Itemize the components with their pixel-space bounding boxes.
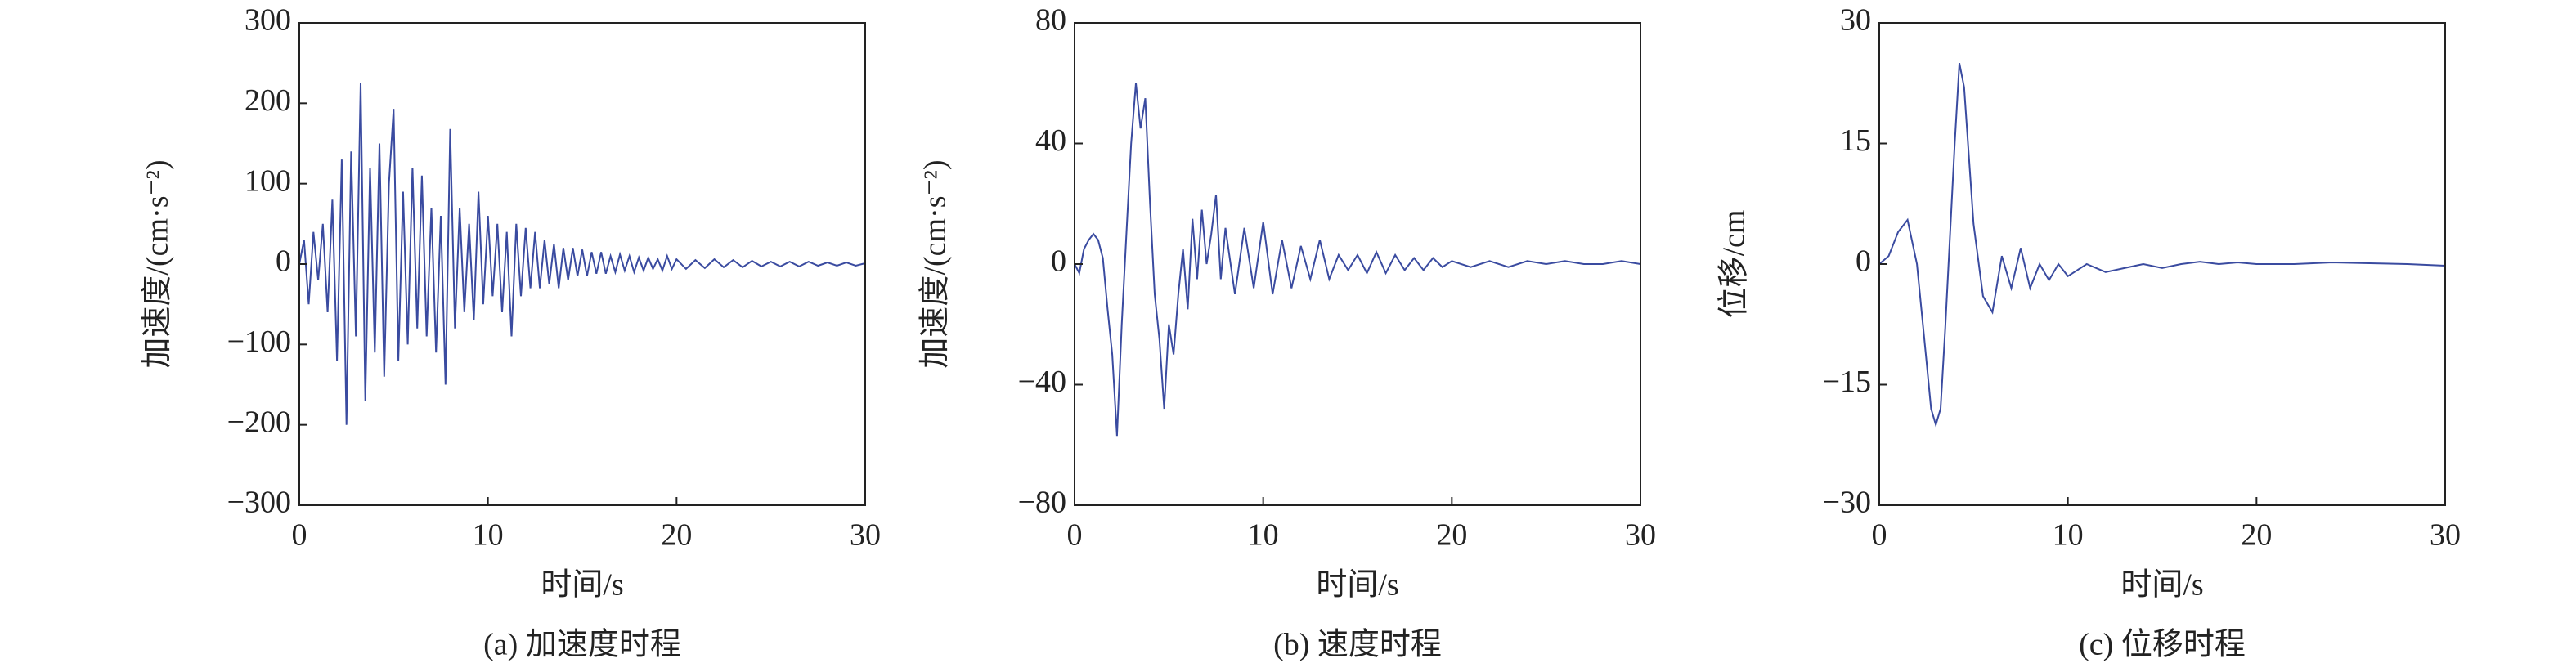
plot-frame <box>1074 22 1641 506</box>
x-tick-label: 30 <box>1625 518 1656 553</box>
y-tick-label: 15 <box>1840 123 1871 158</box>
x-tick-label: 10 <box>2053 518 2084 553</box>
y-tick-label: −200 <box>227 405 291 439</box>
caption: (b) 速度时程 <box>1273 628 1442 662</box>
plot-frame <box>298 22 866 506</box>
y-tick-label: −80 <box>1018 486 1066 520</box>
y-tick-label: 0 <box>276 244 291 279</box>
y-tick-label: 0 <box>1051 244 1066 279</box>
x-tick-label: 10 <box>473 518 504 553</box>
x-tick-label: 0 <box>292 518 307 553</box>
y-tick-label: 100 <box>245 164 291 198</box>
x-axis-label: 时间/s <box>1316 568 1398 603</box>
y-tick-label: −40 <box>1018 365 1066 399</box>
y-axis-label: 加速度/(cm·s⁻²) <box>141 159 175 368</box>
y-tick-label: −15 <box>1823 365 1871 399</box>
y-tick-label: 80 <box>1035 3 1066 38</box>
x-tick-label: 20 <box>2241 518 2272 553</box>
data-line <box>298 83 866 425</box>
y-tick-label: 200 <box>245 83 291 118</box>
data-line <box>1878 63 2446 428</box>
x-tick-label: 10 <box>1248 518 1279 553</box>
x-axis-label: 时间/s <box>2120 568 2203 603</box>
y-tick-label: 40 <box>1035 123 1066 158</box>
y-tick-label: −100 <box>227 325 291 359</box>
y-tick-label: −300 <box>227 486 291 520</box>
y-tick-label: 30 <box>1840 3 1871 38</box>
y-tick-label: 300 <box>245 3 291 38</box>
y-tick-label: 0 <box>1856 244 1871 279</box>
x-tick-label: 0 <box>1067 518 1083 553</box>
y-tick-label: −30 <box>1823 486 1871 520</box>
x-tick-label: 20 <box>1436 518 1467 553</box>
x-tick-label: 0 <box>1872 518 1887 553</box>
x-tick-label: 20 <box>661 518 692 553</box>
caption: (c) 位移时程 <box>2079 628 2246 662</box>
y-axis-label: 加速度/(cm·s⁻²) <box>918 159 953 368</box>
x-axis-label: 时间/s <box>541 568 623 603</box>
data-line <box>1074 83 1641 437</box>
x-tick-label: 30 <box>2430 518 2461 553</box>
y-axis-label: 位移/cm <box>1717 210 1752 319</box>
x-tick-label: 30 <box>850 518 881 553</box>
caption: (a) 加速度时程 <box>483 628 681 662</box>
